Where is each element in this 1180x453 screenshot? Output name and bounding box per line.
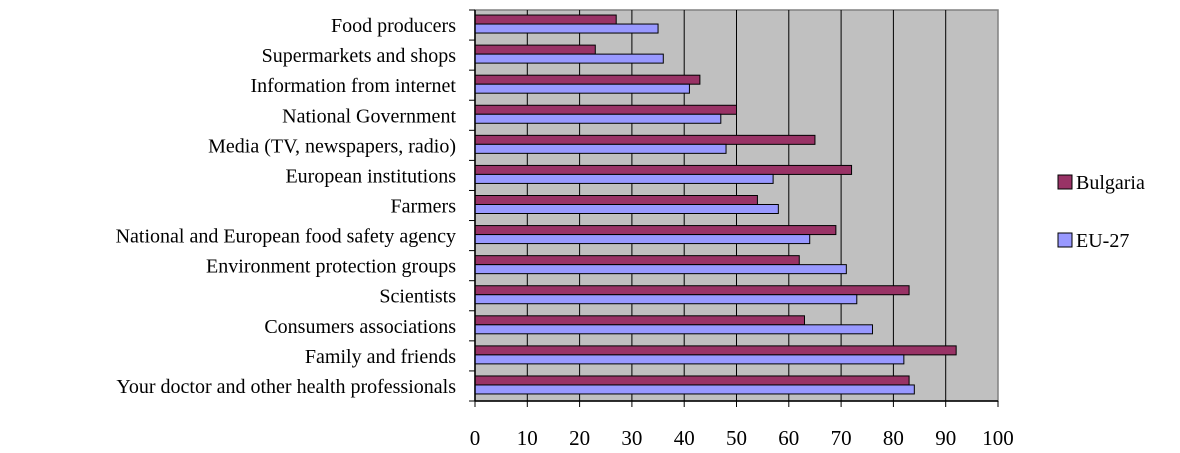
legend-label: Bulgaria bbox=[1076, 172, 1145, 194]
x-tick-label: 80 bbox=[883, 426, 904, 450]
legend: Bulgaria EU-27 bbox=[1057, 172, 1145, 252]
x-tick-label: 40 bbox=[674, 426, 695, 450]
bar-eu-27 bbox=[474, 234, 811, 245]
category-label: Your doctor and other health professiona… bbox=[116, 376, 456, 398]
legend-item-bulgaria: Bulgaria bbox=[1057, 172, 1145, 194]
bar-bulgaria bbox=[474, 225, 837, 236]
category-label: Scientists bbox=[379, 286, 456, 308]
bar-bulgaria bbox=[474, 285, 910, 296]
bar-bulgaria bbox=[474, 74, 701, 85]
x-tick-label: 20 bbox=[569, 426, 590, 450]
category-label: Food producers bbox=[331, 15, 456, 37]
category-label: National and European food safety agency bbox=[116, 226, 456, 248]
category-label: European institutions bbox=[285, 165, 456, 187]
bar-bulgaria bbox=[474, 134, 816, 145]
bar-bulgaria bbox=[474, 44, 596, 55]
bars bbox=[474, 14, 957, 395]
bar-eu-27 bbox=[474, 173, 774, 184]
category-labels: Food producers Supermarkets and shops Info… bbox=[116, 15, 457, 398]
bar-eu-27 bbox=[474, 53, 664, 64]
x-tick-label: 70 bbox=[831, 426, 852, 450]
category-label: Media (TV, newspapers, radio) bbox=[208, 135, 456, 157]
bar-bulgaria bbox=[474, 164, 853, 175]
bar-eu-27 bbox=[474, 264, 847, 275]
category-label: Supermarkets and shops bbox=[262, 45, 457, 67]
bar-eu-27 bbox=[474, 324, 873, 335]
x-tick-label: 10 bbox=[517, 426, 538, 450]
x-tick-label: 30 bbox=[621, 426, 642, 450]
bar-bulgaria bbox=[474, 375, 910, 386]
bar-bulgaria bbox=[474, 104, 737, 115]
category-label: Environment protection groups bbox=[206, 256, 456, 278]
x-tick-label: 60 bbox=[778, 426, 799, 450]
x-tick-label: 50 bbox=[726, 426, 747, 450]
bar-eu-27 bbox=[474, 204, 779, 214]
bar-bulgaria bbox=[474, 14, 617, 25]
legend-swatch bbox=[1057, 232, 1073, 248]
bar-bulgaria bbox=[474, 195, 758, 205]
category-label: Family and friends bbox=[305, 346, 456, 368]
bar-eu-27 bbox=[474, 113, 722, 124]
category-label: National Government bbox=[282, 105, 456, 127]
legend-label: EU-27 bbox=[1076, 230, 1129, 252]
bar-eu-27 bbox=[474, 384, 915, 395]
bar-bulgaria bbox=[474, 345, 957, 356]
bar-bulgaria bbox=[474, 315, 805, 326]
legend-swatch bbox=[1057, 174, 1073, 190]
bar-eu-27 bbox=[474, 294, 858, 305]
x-tick-labels: 0 10 20 30 40 50 60 70 80 90 100 bbox=[470, 426, 1014, 450]
category-label: Farmers bbox=[390, 196, 456, 218]
bar-bulgaria bbox=[474, 255, 800, 266]
x-tick-label: 0 bbox=[470, 426, 481, 450]
bar-eu-27 bbox=[474, 83, 690, 94]
x-tick-label: 100 bbox=[982, 426, 1014, 450]
category-label: Consumers associations bbox=[264, 316, 456, 338]
bar-eu-27 bbox=[474, 143, 727, 154]
bar-eu-27 bbox=[474, 354, 905, 365]
legend-item-eu-27: EU-27 bbox=[1057, 230, 1129, 252]
x-tick-label: 90 bbox=[935, 426, 956, 450]
category-label: Information from internet bbox=[251, 75, 457, 97]
bar-eu-27 bbox=[474, 23, 659, 34]
axes bbox=[469, 9, 999, 407]
